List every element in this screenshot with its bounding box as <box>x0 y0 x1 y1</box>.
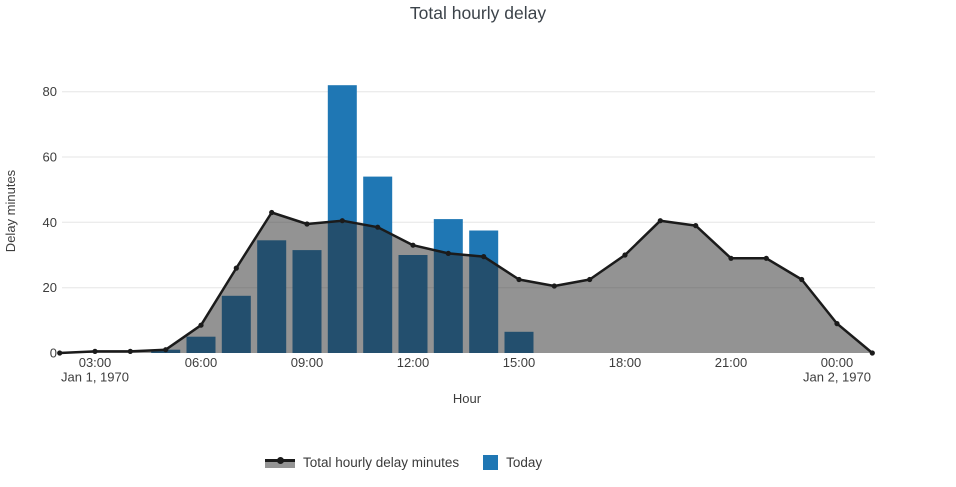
data-point-dot <box>127 348 133 354</box>
data-point-dot <box>763 255 769 261</box>
total-delay-area-series <box>57 209 875 356</box>
y-tick-label: 40 <box>43 215 57 230</box>
data-point-dot <box>657 218 663 224</box>
legend-item-total-hourly-delay: Total hourly delay minutes <box>265 455 459 470</box>
data-point-dot <box>233 265 239 271</box>
x-tick-label: 21:00 <box>715 355 748 370</box>
x-tick-label: 12:00 <box>397 355 430 370</box>
data-point-dot <box>481 254 487 260</box>
legend: Total hourly delay minutes Today <box>265 455 542 470</box>
chart-canvas: 0 20 40 60 80 03:00 06:00 09:00 12:00 15:00 18:00 2… <box>3 84 875 406</box>
x-tick-label: 00:00 <box>821 355 854 370</box>
data-point-dot <box>728 255 734 261</box>
data-point-dot <box>834 321 840 327</box>
area-line-swatch-icon <box>265 457 295 468</box>
data-point-dot <box>622 252 628 258</box>
chart-title: Total hourly delay <box>409 3 547 23</box>
data-point-dot <box>375 224 381 230</box>
area-fill <box>59 212 873 353</box>
data-point-dot <box>198 322 204 328</box>
legend-label-today: Today <box>506 455 543 470</box>
data-point-dot <box>269 209 275 216</box>
x-tick-label: 06:00 <box>185 355 218 370</box>
y-axis-title: Delay minutes <box>3 169 18 252</box>
data-point-dot <box>869 350 875 356</box>
data-point-dot <box>587 276 593 283</box>
data-point-dot <box>516 276 522 283</box>
x-tick-label: 18:00 <box>609 355 642 370</box>
data-point-dot <box>693 223 699 229</box>
y-tick-label: 60 <box>43 150 57 165</box>
x-tick-label: 03:00 <box>79 355 112 370</box>
legend-item-today: Today <box>483 455 542 470</box>
data-point-dot <box>551 283 557 289</box>
bar-swatch-icon <box>483 455 499 470</box>
y-tick-label: 80 <box>43 84 57 99</box>
x-axis-title: Hour <box>453 391 482 406</box>
x-tick-label: 09:00 <box>291 355 324 370</box>
y-tick-label: 20 <box>43 280 57 295</box>
y-tick-label: 0 <box>50 346 57 361</box>
x-tick-label: 15:00 <box>503 355 536 370</box>
legend-label-total: Total hourly delay minutes <box>303 455 460 470</box>
data-point-dot <box>57 350 63 356</box>
data-point-dot <box>799 276 805 283</box>
axis-tick-labels: 0 20 40 60 80 03:00 06:00 09:00 12:00 15:00 18:00 2… <box>43 84 871 384</box>
area-outline <box>58 211 874 355</box>
data-point-dot <box>410 242 416 248</box>
data-point-dot <box>445 250 451 256</box>
data-point-dot <box>92 348 98 354</box>
x-date-label: Jan 2, 1970 <box>803 370 871 385</box>
x-date-label: Jan 1, 1970 <box>61 370 129 385</box>
data-point-dot <box>304 221 310 227</box>
data-point-dot <box>339 218 345 224</box>
data-point-dot <box>163 347 169 353</box>
